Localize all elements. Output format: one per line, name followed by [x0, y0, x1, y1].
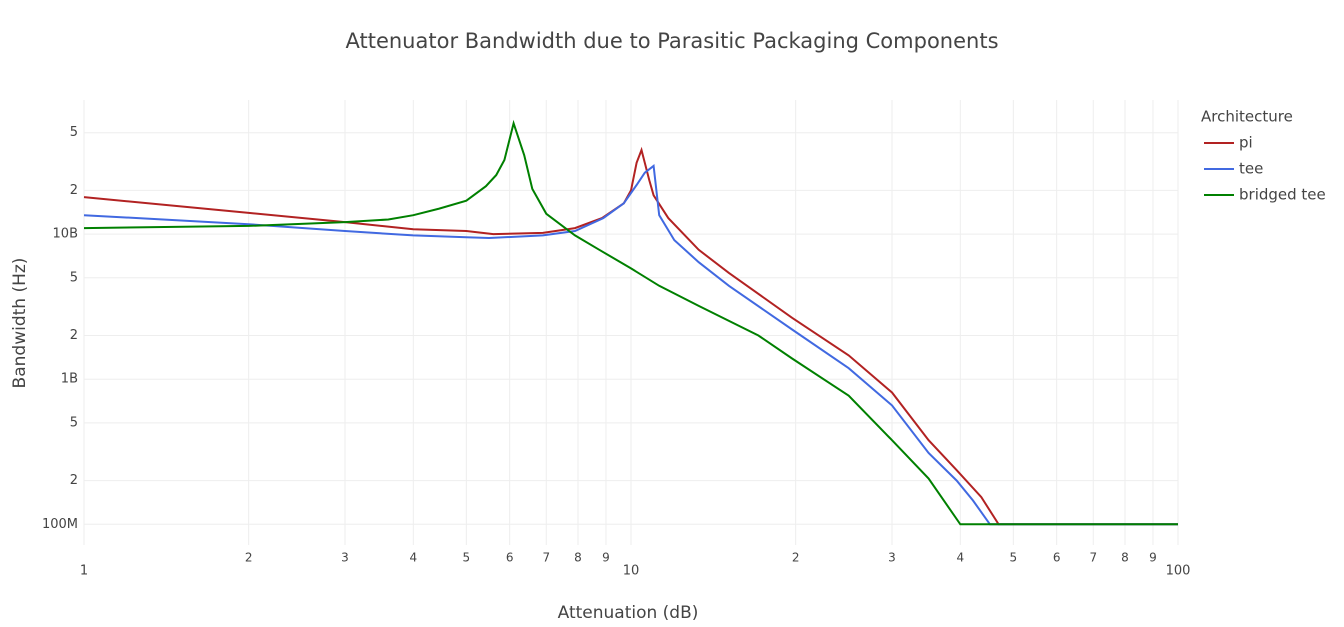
chart-title: Attenuator Bandwidth due to Parasitic Pa…	[345, 29, 998, 53]
line	[83, 164, 1178, 526]
y-tick-label: 2	[70, 328, 78, 343]
x-tick-label: 3	[888, 551, 896, 565]
y-tick-label: 2	[70, 473, 78, 488]
legend-label: tee	[1239, 160, 1263, 178]
legend-label: pi	[1239, 134, 1253, 152]
line	[83, 146, 1178, 526]
x-tick-label: 9	[602, 551, 610, 565]
y-axis-title: Bandwidth (Hz)	[10, 258, 30, 389]
line	[83, 119, 1178, 526]
x-tick-label: 5	[463, 551, 471, 565]
x-tick-label: 4	[410, 551, 418, 565]
x-tick-label: 5	[1010, 551, 1018, 565]
x-axis-title: Attenuation (dB)	[558, 603, 699, 623]
x-tick-label: 8	[574, 551, 582, 565]
y-tick-label: 5	[70, 270, 78, 285]
x-tick-label: 3	[341, 551, 349, 565]
x-tick-label: 10	[623, 564, 640, 579]
y-tick-label: 10B	[53, 227, 78, 242]
x-tick-label: 6	[506, 551, 514, 565]
y-tick-label: 1B	[61, 372, 78, 387]
legend-title: Architecture	[1201, 108, 1293, 126]
x-tick-label: 9	[1149, 551, 1157, 565]
x-tick-label: 7	[542, 551, 550, 565]
x-tick-label: 4	[957, 551, 965, 565]
y-tick-label: 100M	[42, 517, 78, 532]
x-tick-label: 2	[245, 551, 253, 565]
x-tick-label: 7	[1089, 551, 1097, 565]
x-tick-label: 1	[80, 564, 88, 579]
legend-label: bridged tee	[1239, 186, 1326, 204]
y-tick-label: 2	[70, 183, 78, 198]
x-tick-label: 6	[1053, 551, 1061, 565]
y-tick-label: 5	[70, 125, 78, 140]
y-tick-label: 5	[70, 415, 78, 430]
x-tick-label: 100	[1166, 564, 1191, 579]
x-tick-label: 2	[792, 551, 800, 565]
x-tick-label: 8	[1121, 551, 1129, 565]
